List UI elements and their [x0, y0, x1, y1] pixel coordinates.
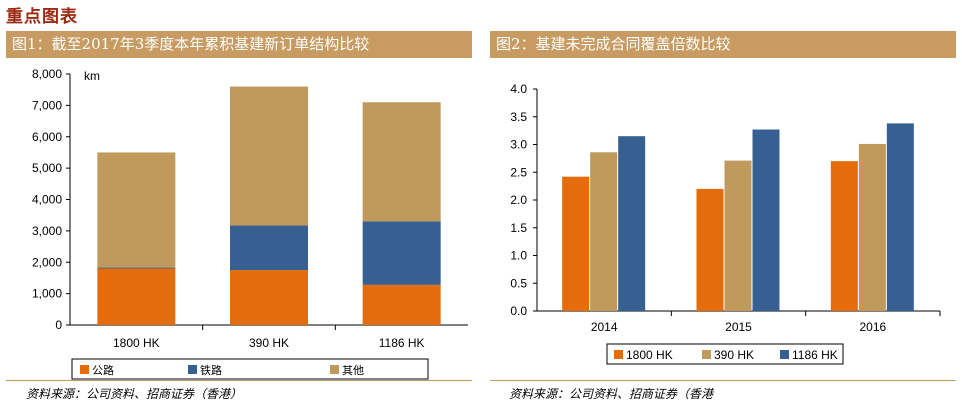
- chart1-legend-swatch: [188, 365, 197, 374]
- chart2-legend-swatch: [780, 350, 789, 359]
- chart2-header: 图2：基建未完成合同覆盖倍数比较: [490, 31, 956, 58]
- chart2-bar: [886, 123, 914, 311]
- chart1-bar-segment: [230, 270, 308, 325]
- chart1-header: 图1：截至2017年3季度本年累积基建新订单结构比较: [6, 31, 472, 58]
- chart2-source: 资料来源：公司资料、招商证券（香港: [509, 387, 714, 401]
- chart1-legend-label: 其他: [342, 364, 364, 377]
- chart2-legend-label: 1186 HK: [792, 348, 838, 362]
- chart1-legend-label: 公路: [92, 364, 114, 377]
- right-divider: [490, 380, 956, 381]
- chart1-bar-segment: [97, 268, 176, 325]
- chart2-bar: [618, 136, 646, 311]
- chart1-y-tick-label: 8,000: [32, 67, 62, 81]
- chart2-y-tick-label: 0.0: [510, 304, 527, 318]
- chart2-x-tick-label: 2014: [591, 320, 618, 334]
- chart1-source: 资料来源：公司资料、招商证券（香港）: [26, 387, 243, 401]
- chart1-y-tick-label: 7,000: [32, 98, 62, 112]
- chart1-bar-segment: [97, 267, 176, 269]
- chart2-bar: [858, 143, 886, 311]
- chart2-bar: [590, 152, 618, 311]
- chart1-y-tick-label: 3,000: [32, 224, 62, 238]
- chart2-y-tick-label: 2.5: [510, 165, 527, 179]
- chart1-bar-segment: [362, 102, 441, 222]
- chart2-legend: [606, 343, 844, 365]
- chart1-y-tick-label: 0: [55, 318, 62, 332]
- chart1-bar-segment: [362, 284, 441, 325]
- chart2-legend-swatch: [702, 350, 711, 359]
- chart1-bar-segment: [362, 221, 441, 285]
- chart1-x-tick-label: 1186 HK: [379, 336, 425, 350]
- chart2-y-tick-label: 1.0: [510, 249, 527, 263]
- chart1-bar-segment: [97, 152, 176, 268]
- chart1-legend: [71, 358, 429, 380]
- chart1-y-tick-label: 1,000: [32, 287, 62, 301]
- chart2-bar: [562, 176, 590, 311]
- chart2-y-tick-label: 1.5: [510, 221, 527, 235]
- chart2-bar: [724, 160, 752, 311]
- chart1-legend-label: 铁路: [200, 364, 222, 377]
- chart1-legend-swatch: [330, 365, 339, 374]
- section-title: 重点图表: [6, 7, 78, 27]
- chart2-x-tick-label: 2016: [859, 320, 886, 334]
- chart2-legend-label: 1800 HK: [626, 348, 673, 362]
- chart2-y-tick-label: 3.5: [510, 110, 527, 124]
- chart1-x-tick-label: 390 HK: [249, 336, 289, 350]
- chart2-legend-swatch: [614, 350, 623, 359]
- chart1-y-tick-label: 2,000: [32, 255, 62, 269]
- chart2-y-tick-label: 2.0: [510, 193, 527, 207]
- chart1-y-tick-label: 5,000: [32, 161, 62, 175]
- chart1-stacked-bar: km 0 1,000 2,000 3,000 4,000 5,000 6,000 7,000 8…: [32, 67, 468, 380]
- chart2-bar: [696, 188, 724, 311]
- chart1-unit-label: km: [84, 69, 100, 83]
- chart2-y-tick-label: 3.0: [510, 138, 527, 152]
- chart1-bar-segment: [230, 225, 308, 271]
- chart2-legend-label: 390 HK: [714, 348, 754, 362]
- chart1-bar-segment: [230, 86, 308, 226]
- chart2-y-tick-label: 0.5: [510, 276, 527, 290]
- chart1-x-tick-label: 1800 HK: [113, 336, 160, 350]
- chart1-y-tick-label: 4,000: [32, 193, 62, 207]
- chart1-legend-swatch: [80, 365, 89, 374]
- chart2-bar: [830, 161, 858, 311]
- chart2-bar: [752, 129, 780, 311]
- chart1-y-tick-label: 6,000: [32, 130, 62, 144]
- left-divider: [6, 380, 472, 381]
- chart2-y-tick-label: 4.0: [510, 82, 527, 96]
- chart2-x-tick-label: 2015: [725, 320, 752, 334]
